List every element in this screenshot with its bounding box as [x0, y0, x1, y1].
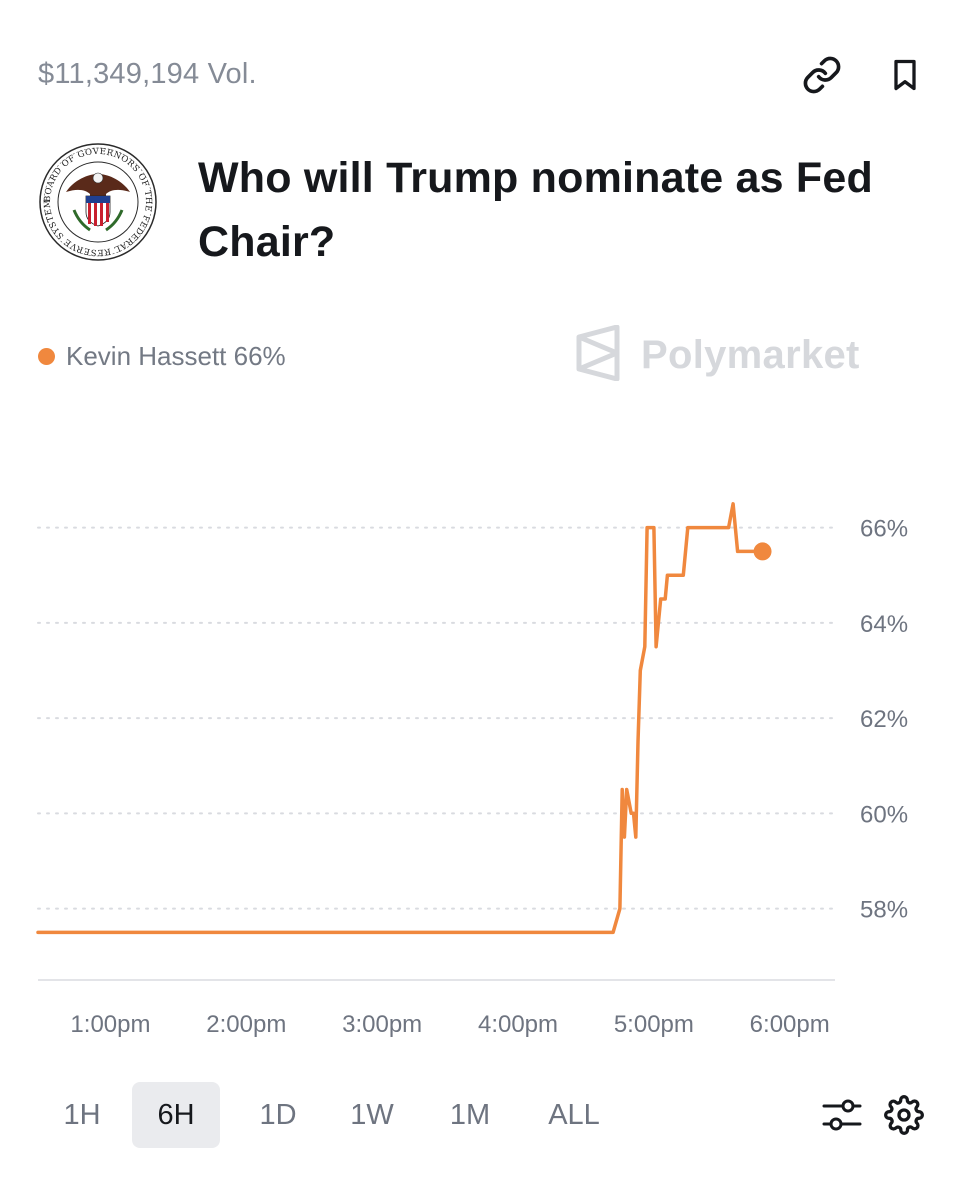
range-button-1h[interactable]: 1H [63, 1098, 101, 1131]
volume-label: $11,349,194 Vol. [38, 58, 257, 90]
y-tick-label: 62% [860, 706, 908, 733]
y-tick-label: 58% [860, 897, 908, 924]
bookmark-icon[interactable] [882, 52, 928, 98]
range-button-1w[interactable]: 1W [350, 1098, 394, 1131]
series-line [36, 502, 765, 935]
sliders-icon[interactable] [819, 1092, 865, 1138]
link-icon[interactable] [799, 52, 845, 98]
time-range-selector: 1H 6H 1D 1W 1M ALL [38, 1082, 927, 1148]
x-tick-label: 3:00pm [342, 1011, 422, 1038]
series-endpoint-dot [753, 542, 772, 561]
legend-dot [38, 347, 55, 365]
polymarket-logo-icon [575, 324, 623, 386]
range-button-1d[interactable]: 1D [259, 1098, 297, 1131]
x-tick-label: 6:00pm [750, 1011, 830, 1038]
polymarket-watermark: Polymarket [575, 324, 860, 386]
market-header: BOARD OF GOVERNORS OF THE FEDERAL RESERV… [38, 140, 927, 280]
range-button-all[interactable]: ALL [548, 1098, 600, 1131]
x-tick-label: 1:00pm [70, 1011, 150, 1038]
chart-legend: Kevin Hassett 66% [38, 340, 286, 372]
x-tick-label: 5:00pm [614, 1011, 694, 1038]
market-title: Who will Trump nominate as Fed Chair? [198, 154, 873, 266]
y-tick-label: 64% [860, 611, 908, 638]
range-button-1m[interactable]: 1M [449, 1098, 491, 1131]
legend-label: Kevin Hassett 66% [66, 340, 286, 371]
price-chart[interactable]: 58% 60% 62% 64% 66% 1:00pm 2:00pm 3:00pm 4:00pm 5… [0, 470, 967, 1050]
polymarket-brand-text: Polymarket [641, 332, 860, 377]
y-tick-label: 66% [860, 516, 908, 543]
chart-series [36, 502, 772, 935]
range-button-6h[interactable]: 6H [132, 1082, 220, 1148]
chart-grid [37, 526, 836, 910]
gear-icon[interactable] [881, 1092, 927, 1138]
x-tick-label: 2:00pm [206, 1011, 286, 1038]
y-tick-label: 60% [860, 801, 908, 828]
federal-reserve-seal: BOARD OF GOVERNORS OF THE FEDERAL RESERV… [38, 140, 158, 270]
x-tick-label: 4:00pm [478, 1011, 558, 1038]
chart-axis: 58% 60% 62% 64% 66% 1:00pm 2:00pm 3:00pm 4:00pm 5… [38, 516, 908, 1038]
top-bar: $11,349,194 Vol. [38, 52, 917, 98]
